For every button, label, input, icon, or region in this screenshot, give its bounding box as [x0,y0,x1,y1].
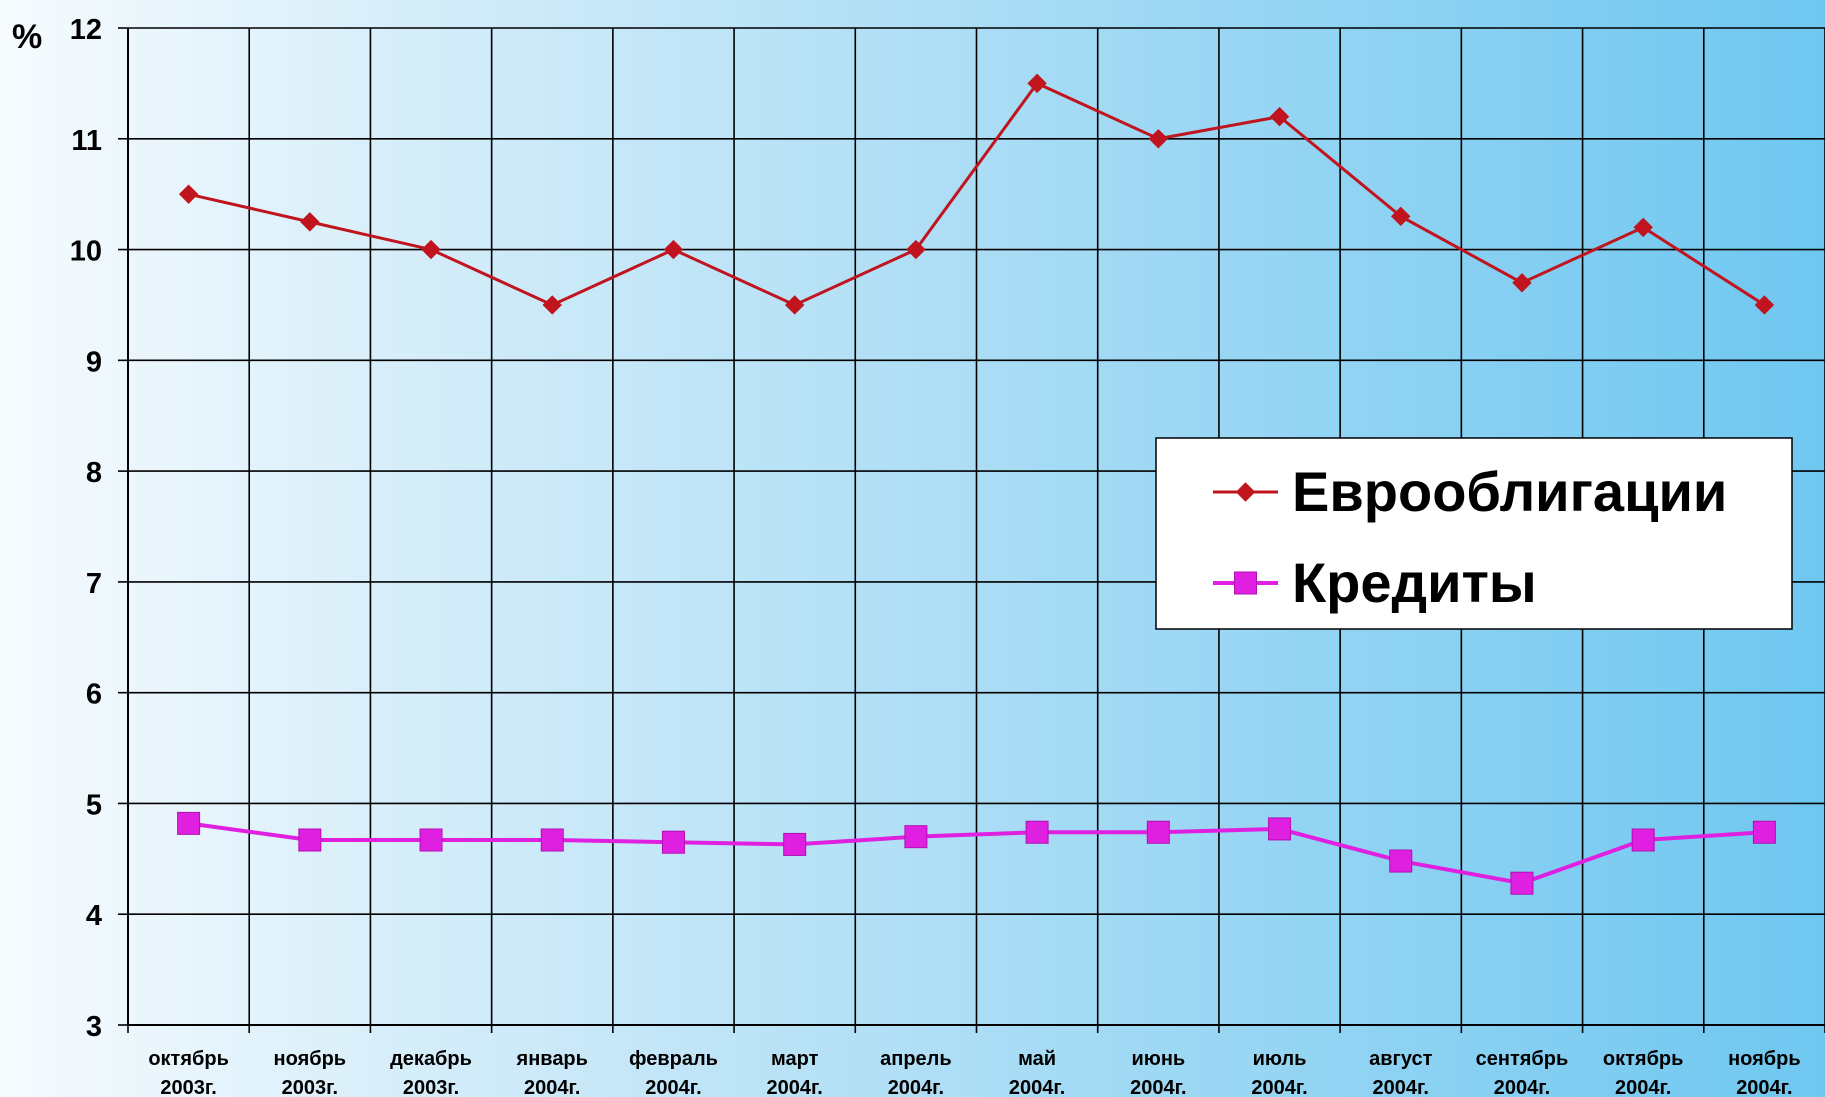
data-point [298,828,322,852]
legend-item-1: Еврооблигации [1213,460,1727,523]
x-tick-label-month: март [771,1048,819,1070]
data-point [1025,820,1049,844]
y-tick-label: 10 [70,236,102,268]
x-tick-label-month: ноябрь [1728,1048,1801,1070]
legend-label: Кредиты [1292,551,1537,614]
series-line [188,81,1766,307]
x-tick-label-year: 2004г. [524,1077,580,1097]
y-tick-label: 7 [86,568,102,600]
x-tick-label-year: 2003г. [160,1077,216,1097]
data-point [1510,871,1534,895]
data-point [1269,106,1290,127]
x-tick-label-year: 2004г. [1736,1077,1792,1097]
x-tick-label-month: июль [1253,1048,1307,1070]
x-tick-label-year: 2003г. [403,1077,459,1097]
data-point [784,295,805,315]
x-tick-label-year: 2004г. [1615,1077,1671,1097]
data-point [540,828,564,852]
y-tick-label: 4 [86,900,102,932]
series-line [188,821,1765,886]
x-tick-label-year: 2004г. [1130,1077,1186,1097]
chart-axes: 3 4 5 6 7 8 9 10 11 12 октябрь 2003г. ноябрь 2003г. де… [70,14,1825,1097]
data-point [661,830,685,854]
data-point [1754,295,1775,315]
data-point [904,825,928,849]
legend-box [1155,437,1793,630]
x-tick-label-month: декабрь [390,1048,472,1070]
legend-item-2: Кредиты [1213,551,1537,614]
data-point [1268,817,1292,841]
chart-series [177,73,1776,895]
x-tick-label-year: 2004г. [1251,1077,1307,1097]
y-tick-label: 3 [86,1011,102,1043]
x-tick-label-month: сентябрь [1476,1048,1569,1070]
x-tick-label-month: июнь [1131,1048,1185,1070]
x-tick-label-year: 2003г. [282,1077,338,1097]
x-tick-label-year: 2004г. [1009,1077,1065,1097]
data-point [906,239,926,260]
data-point [542,295,562,315]
chart-legend: Еврооблигации Кредиты [1155,437,1793,630]
x-tick-label-year: 2004г. [1494,1077,1550,1097]
x-tick-label-month: октябрь [148,1048,229,1070]
series-2 [177,811,1776,895]
data-point [178,184,199,204]
x-tick-label-month: апрель [880,1048,952,1070]
data-point [1146,820,1170,844]
x-tick-label-month: ноябрь [274,1048,347,1070]
data-point [419,828,443,852]
x-tick-label-month: октябрь [1603,1048,1684,1070]
data-point [1631,828,1655,852]
series-1 [178,73,1775,315]
y-tick-label: 8 [86,457,102,489]
data-point [1633,217,1653,238]
data-point [1752,820,1776,844]
y-axis-unit-label: % [12,18,42,56]
y-tick-label: 6 [86,679,102,711]
data-point [1027,73,1047,94]
data-point [1391,206,1411,227]
data-point [1148,129,1169,149]
data-point [421,239,441,260]
data-point [783,832,807,856]
x-tick-label-month: январь [516,1048,588,1070]
data-point [1389,849,1413,873]
x-tick-label-month: февраль [629,1048,718,1070]
y-tick-label: 12 [70,14,102,46]
data-point [1512,273,1532,293]
x-tick-label-year: 2004г. [1373,1077,1429,1097]
data-point [663,239,684,260]
x-tick-label-year: 2004г. [766,1077,822,1097]
y-tick-label: 9 [86,346,102,378]
y-tick-label: 5 [86,789,102,821]
legend-marker [1235,482,1256,502]
x-tick-label-month: август [1369,1048,1432,1070]
x-tick-label-year: 2004г. [645,1077,701,1097]
y-tick-label: 11 [71,125,102,157]
data-point [300,212,320,232]
x-tick-label-year: 2004г. [888,1077,944,1097]
legend-marker [1234,571,1257,595]
data-point [177,811,201,835]
legend-label: Еврооблигации [1292,460,1727,523]
x-tick-label-month: май [1018,1048,1056,1070]
